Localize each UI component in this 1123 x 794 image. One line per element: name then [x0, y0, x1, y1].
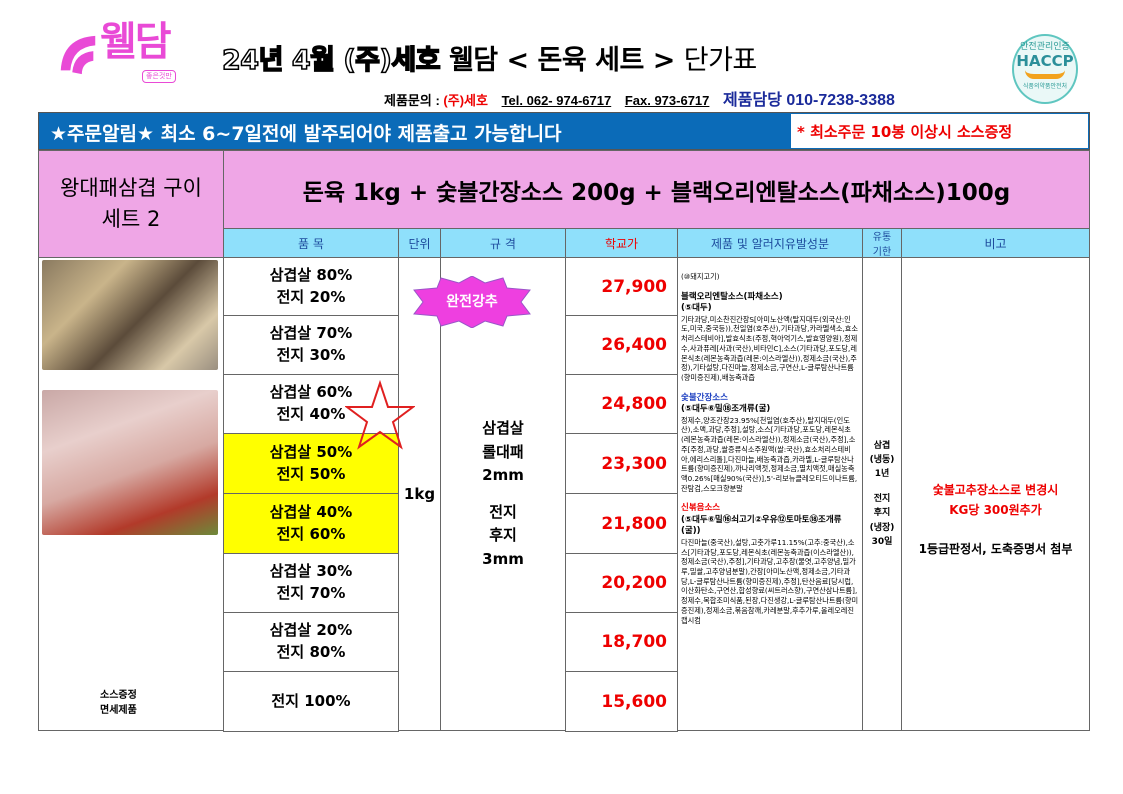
ingredients-cell: (⑩돼지고기) 블랙오리엔탈소스(파채소스) (⑤대두) 기타과당,미소찬진간장… — [677, 257, 863, 731]
price-cell: 24,800 — [565, 374, 678, 434]
item-cell: 삼겹살 40% 전지 60% — [223, 493, 399, 554]
product-name: 왕대패삼겹 구이세트 2 — [38, 150, 224, 258]
price-cell: 21,800 — [565, 493, 678, 554]
manager-phone: 제품담당 010-7238-3388 — [723, 92, 895, 109]
contact-info: 제품문의 : (주)세호 Tel. 062- 974-6717 Fax. 973… — [384, 92, 895, 109]
item-label: 전지 20% — [276, 287, 346, 306]
item-cell: 삼겹살 80% 전지 20% — [223, 257, 399, 316]
item-label: 전지 60% — [276, 524, 346, 543]
item-label: 전지 80% — [276, 643, 346, 661]
remark-sauce-change: 숯불고추장소스로 변경시 KG당 300원추가 — [932, 483, 1059, 517]
unit-cell: 1kg — [398, 257, 441, 731]
logo: 웰담 — [100, 19, 172, 65]
item-label: 삼겹살 20% — [269, 621, 353, 640]
price-cell: 26,400 — [565, 315, 678, 375]
item-label: 삼겹살 60% — [269, 383, 353, 402]
remark-certificate: 1등급판정서, 도축증명서 첨부 — [918, 541, 1073, 556]
product-composition: 돈육 1kg + 숯불간장소스 200g + 블랙오리엔탈소스(파채소스)100… — [223, 150, 1090, 229]
red-star-icon — [345, 380, 415, 450]
logo-icon — [60, 35, 96, 75]
price-cell: 15,600 — [565, 671, 678, 732]
spec-cell: 삼겹살 롤대패 2mm 전지 후지 3mm — [440, 257, 566, 731]
col-header-unit: 단위 — [398, 228, 441, 258]
item-label: 삼겹살 30% — [269, 562, 353, 581]
col-header-spec: 규 격 — [440, 228, 566, 258]
food-tray-photo — [42, 260, 218, 370]
haccp-smile-icon — [1025, 70, 1065, 79]
fax: Fax. 973-6717 — [624, 93, 710, 108]
item-cell: 삼겹살 70% 전지 30% — [223, 315, 399, 375]
min-order-notice: * 최소주문 10봉 이상시 소스증정 — [791, 114, 1088, 148]
col-header-ingredients: 제품 및 알러지유발성분 — [677, 228, 863, 258]
item-label: 전지 70% — [276, 584, 346, 602]
item-label: 삼겹살 40% — [269, 502, 353, 521]
side-note: 소스증정 면세제품 — [100, 690, 137, 716]
item-label: 전지 100% — [271, 691, 351, 710]
haccp-badge: 안전관리인증 HACCP 식품의약품안전처 — [1012, 34, 1078, 104]
price-cell: 23,300 — [565, 433, 678, 494]
col-header-price: 학교가 — [565, 228, 678, 258]
item-label: 삼겹살 80% — [269, 265, 353, 284]
price-cell: 27,900 — [565, 257, 678, 316]
recommend-badge-icon — [413, 276, 531, 328]
remarks-cell: 숯불고추장소스로 변경시 KG당 300원추가 1등급판정서, 도축증명서 첨부 — [901, 257, 1090, 731]
page-title: 24년 4월 (주)세호 웰담 < 돈육 세트 > 단가표 — [221, 44, 757, 77]
item-cell: 삼겹살 20% 전지 80% — [223, 612, 399, 672]
item-label: 삼겹살 50% — [269, 442, 353, 461]
item-label: 삼겹살 70% — [269, 324, 353, 343]
col-header-remarks: 비고 — [901, 228, 1090, 258]
recommend-badge: 완전강추 — [446, 294, 498, 310]
order-notice: ★주문알림★ 최소 6~7일전에 발주되어야 제품출고 가능합니다 — [50, 123, 562, 145]
item-label: 전지 40% — [276, 405, 346, 423]
price-cell: 18,700 — [565, 612, 678, 672]
pork-slices-photo — [42, 390, 218, 535]
col-header-shelf-life: 유통 기한 — [862, 228, 902, 258]
item-cell: 삼겹살 30% 전지 70% — [223, 553, 399, 613]
price-cell: 20,200 — [565, 553, 678, 613]
tel: Tel. 062- 974-6717 — [501, 93, 612, 108]
col-header-item: 품 목 — [223, 228, 399, 258]
shelf-life-cell: 삼겹 (냉동) 1년 전지 후지 (냉장) 30일 — [862, 257, 902, 731]
item-label: 전지 50% — [276, 464, 346, 483]
haccp-issuer: 식품의약품안전처 — [1022, 83, 1068, 90]
item-cell: 전지 100% — [223, 671, 399, 732]
item-label: 전지 30% — [276, 346, 346, 364]
logo-subtitle: 좋은것만 — [142, 70, 176, 83]
